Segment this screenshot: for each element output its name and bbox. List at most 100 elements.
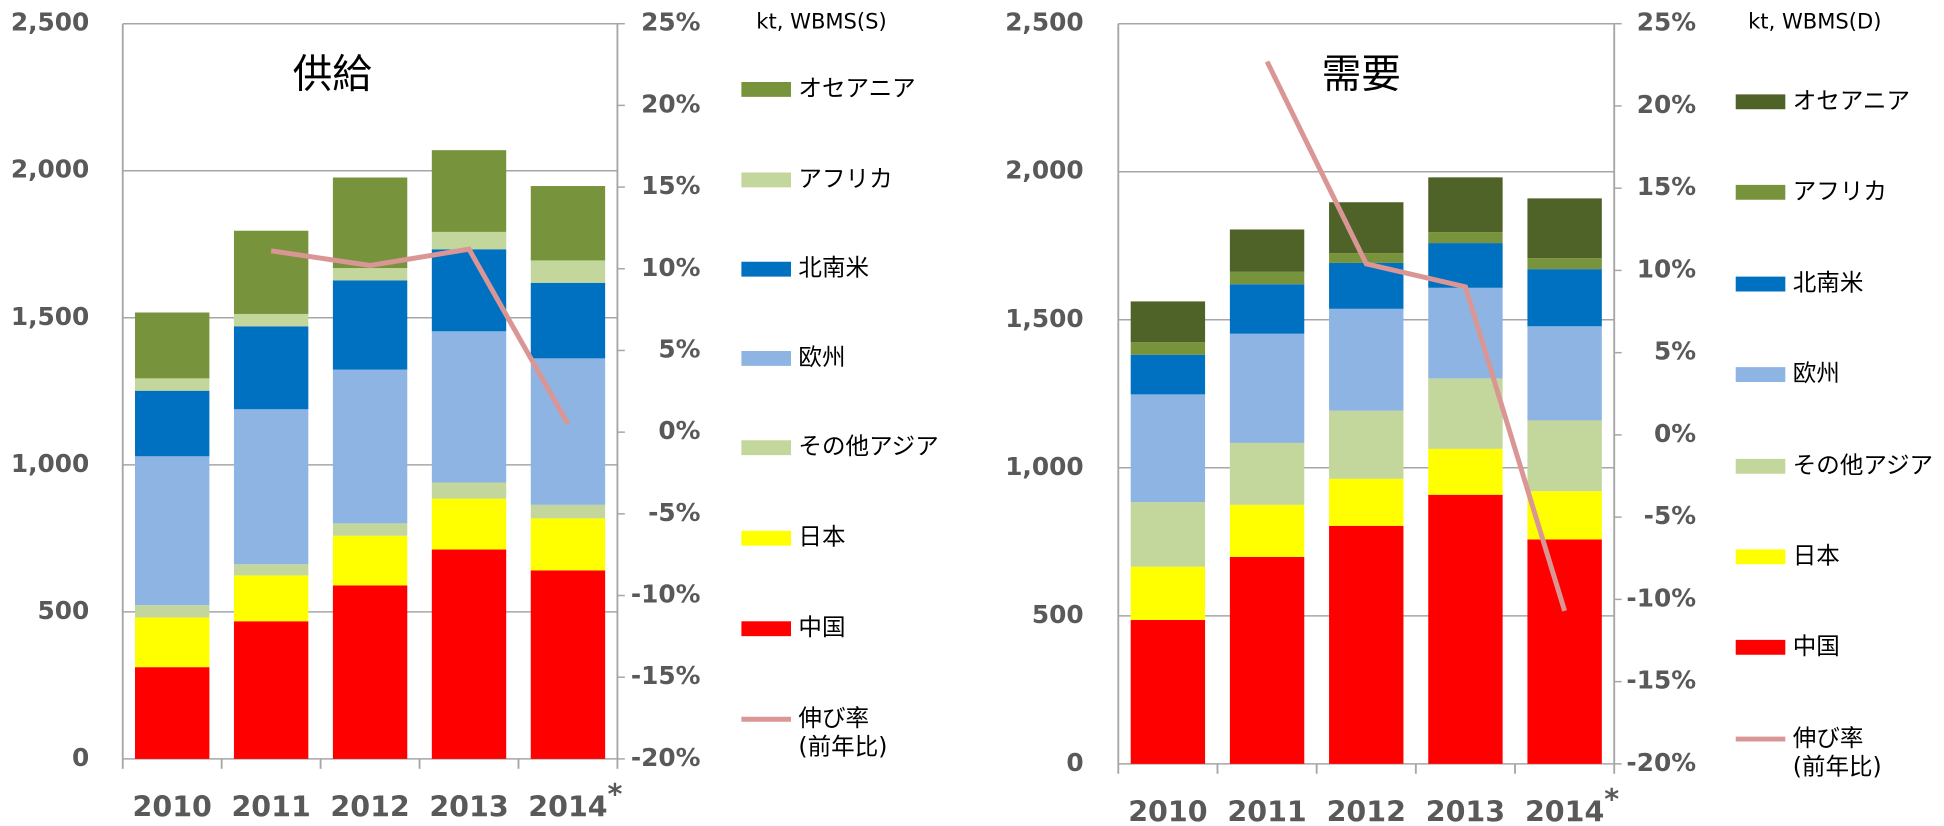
- bar-segment: [332, 177, 408, 269]
- legend-swatch: [741, 440, 791, 456]
- bar-segment: [1229, 556, 1305, 764]
- legend-label: 中国: [1793, 632, 1840, 660]
- bar-segment: [530, 260, 606, 283]
- y2-tick-label: 10%: [1637, 254, 1696, 283]
- legend-label: オセアニア: [798, 74, 915, 102]
- bar-segment: [332, 585, 408, 759]
- bar-segment: [1527, 269, 1602, 327]
- y2-tick-label: -20%: [631, 743, 701, 772]
- legend-swatch: [741, 172, 791, 188]
- bar-segment: [233, 575, 309, 622]
- bar-segment: [332, 280, 408, 370]
- bar-segment: [233, 313, 309, 327]
- bar-segment: [1329, 253, 1404, 263]
- bar-segment: [233, 326, 309, 410]
- bar-segment: [431, 549, 507, 759]
- y2-tick-label: 0%: [658, 416, 700, 445]
- bar-segment: [1329, 478, 1404, 526]
- y-tick-label: 0: [1066, 748, 1083, 777]
- y2-tick-label: 5%: [1654, 337, 1696, 366]
- bar-segment: [135, 617, 210, 668]
- bar-segment: [530, 186, 606, 261]
- y2-tick-label: 20%: [1637, 90, 1696, 119]
- bar-segment: [1130, 354, 1206, 395]
- x-tick-label: 2013: [429, 790, 508, 823]
- bar-segment: [1527, 420, 1602, 492]
- x-tick-label: 2010: [133, 790, 212, 823]
- y2-tick-label: 10%: [641, 253, 700, 282]
- bar-segment: [1329, 308, 1404, 411]
- y2-tick-label: 0%: [1654, 419, 1696, 448]
- y-tick-label: 1,500: [1005, 304, 1083, 333]
- y2-tick-label: -5%: [1644, 501, 1697, 530]
- y-tick-label: 500: [1032, 600, 1084, 629]
- bar-segment: [1428, 232, 1503, 244]
- x-tick-label: 2013: [1426, 795, 1505, 826]
- bar-segment: [1229, 271, 1305, 285]
- x-tick-label: 2010: [1128, 795, 1207, 826]
- y-tick-label: 1,500: [11, 302, 89, 331]
- bar-segment: [1428, 177, 1503, 233]
- bar-segment: [332, 369, 408, 524]
- bar-segment: [1229, 442, 1305, 505]
- x-tick-label: 2012: [330, 790, 409, 823]
- y-tick-label: 2,000: [1005, 156, 1083, 185]
- x-tick-label: 2014: [1525, 795, 1604, 826]
- bar-segment: [1130, 619, 1206, 764]
- bar-segment: [135, 456, 210, 606]
- bar-segment: [530, 518, 606, 571]
- legend-label: 北南米: [798, 254, 869, 282]
- y-tick-label: 500: [38, 596, 90, 625]
- bar-segment: [1527, 326, 1602, 421]
- bar-segment: [135, 390, 210, 457]
- chart-title: 需要: [1322, 52, 1401, 98]
- legend-label: 欧州: [1793, 359, 1840, 387]
- x-tick-label: 2012: [1327, 795, 1406, 826]
- legend-label: 伸び率(前年比): [1793, 724, 1882, 780]
- bar-segment: [1130, 301, 1206, 343]
- legend-label: 中国: [798, 613, 845, 641]
- bar-segment: [431, 482, 507, 499]
- legend-swatch: [741, 81, 791, 97]
- bar-segment: [233, 230, 309, 314]
- chart-title: 供給: [293, 52, 372, 98]
- bar-segment: [1428, 494, 1503, 764]
- bar-segment: [431, 498, 507, 550]
- bar-segment: [332, 268, 408, 281]
- bar-segment: [431, 231, 507, 250]
- legend-swatch: [741, 261, 791, 277]
- bar-segment: [530, 570, 606, 759]
- legend-swatch: [741, 621, 791, 637]
- bar-segment: [233, 409, 309, 565]
- bar-segment: [233, 564, 309, 576]
- y2-tick-label: -5%: [648, 498, 701, 527]
- growth-line: [1264, 60, 1567, 612]
- x-tick-label: 2014: [528, 790, 607, 823]
- bar-segment: [233, 621, 309, 759]
- legend-label: その他アジア: [1793, 451, 1933, 479]
- y-tick-label: 2,500: [1005, 8, 1083, 37]
- y-tick-label: 2,500: [11, 8, 89, 37]
- legend-swatch: [1735, 639, 1786, 655]
- y2-tick-label: 25%: [1637, 8, 1696, 37]
- bar-segment: [1130, 502, 1206, 567]
- bar-segment: [1229, 284, 1305, 334]
- bar-segment: [1527, 258, 1602, 270]
- bar-segment: [1229, 333, 1305, 443]
- legend-label: 伸び率(前年比): [798, 704, 887, 760]
- bar-segment: [1130, 566, 1206, 620]
- bar-segment: [530, 504, 606, 519]
- y2-tick-label: -20%: [1626, 748, 1696, 777]
- growth-line: [270, 246, 571, 426]
- legend-label: 日本: [1793, 541, 1840, 569]
- bar-segment: [1130, 342, 1206, 355]
- legend-swatch: [741, 351, 791, 366]
- bar-segment: [332, 535, 408, 586]
- y2-tick-label: -10%: [631, 580, 701, 609]
- bar-segment: [1527, 539, 1602, 764]
- annotation: *: [607, 778, 622, 811]
- legend-label: 北南米: [1793, 269, 1864, 297]
- bar-segment: [1229, 504, 1305, 557]
- y2-tick-label: 15%: [1637, 172, 1696, 201]
